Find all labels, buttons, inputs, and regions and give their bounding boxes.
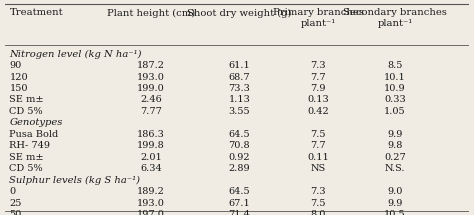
Text: CD 5%: CD 5% — [9, 164, 43, 173]
Text: 73.3: 73.3 — [228, 84, 250, 93]
Text: 9.9: 9.9 — [387, 199, 402, 208]
Text: 1.05: 1.05 — [384, 107, 406, 116]
Text: 0.92: 0.92 — [228, 153, 250, 162]
Text: 0.13: 0.13 — [308, 95, 329, 104]
Text: 7.77: 7.77 — [140, 107, 162, 116]
Text: 64.5: 64.5 — [228, 130, 250, 139]
Text: 2.46: 2.46 — [140, 95, 162, 104]
Text: 10.9: 10.9 — [384, 84, 406, 93]
Text: 199.0: 199.0 — [137, 84, 165, 93]
Text: 0.42: 0.42 — [308, 107, 329, 116]
Text: 71.4: 71.4 — [228, 210, 250, 215]
Text: 197.0: 197.0 — [137, 210, 165, 215]
Text: 187.2: 187.2 — [137, 61, 165, 70]
Text: 189.2: 189.2 — [137, 187, 165, 196]
Text: 10.5: 10.5 — [384, 210, 406, 215]
Text: 7.5: 7.5 — [310, 199, 326, 208]
Text: Genotypes: Genotypes — [9, 118, 63, 127]
Text: 64.5: 64.5 — [228, 187, 250, 196]
Text: 90: 90 — [9, 61, 22, 70]
Text: 6.34: 6.34 — [140, 164, 162, 173]
Text: 193.0: 193.0 — [137, 72, 165, 81]
Text: 0.11: 0.11 — [308, 153, 329, 162]
Text: 7.3: 7.3 — [310, 187, 326, 196]
Text: 7.7: 7.7 — [310, 141, 326, 150]
Text: SE m±: SE m± — [9, 95, 44, 104]
Text: 7.3: 7.3 — [310, 61, 326, 70]
Text: 25: 25 — [9, 199, 22, 208]
Text: 7.9: 7.9 — [310, 84, 326, 93]
Text: 7.7: 7.7 — [310, 72, 326, 81]
Text: 8.5: 8.5 — [387, 61, 402, 70]
Text: 3.55: 3.55 — [228, 107, 250, 116]
Text: 1.13: 1.13 — [228, 95, 250, 104]
Text: CD 5%: CD 5% — [9, 107, 43, 116]
Text: 61.1: 61.1 — [228, 61, 250, 70]
Text: 9.9: 9.9 — [387, 130, 402, 139]
Text: Pusa Bold: Pusa Bold — [9, 130, 59, 139]
Text: 0: 0 — [9, 187, 16, 196]
Text: 9.0: 9.0 — [387, 187, 402, 196]
Text: 70.8: 70.8 — [228, 141, 250, 150]
Text: 9.8: 9.8 — [387, 141, 402, 150]
Text: 186.3: 186.3 — [137, 130, 165, 139]
Text: Sulphur levels (kg S ha⁻¹): Sulphur levels (kg S ha⁻¹) — [9, 176, 140, 185]
Text: 193.0: 193.0 — [137, 199, 165, 208]
Text: 199.8: 199.8 — [137, 141, 165, 150]
Text: Treatment: Treatment — [9, 8, 63, 17]
Text: 0.33: 0.33 — [384, 95, 406, 104]
Text: 68.7: 68.7 — [228, 72, 250, 81]
Text: 2.89: 2.89 — [228, 164, 250, 173]
Text: 120: 120 — [9, 72, 28, 81]
Text: Nitrogen level (kg N ha⁻¹): Nitrogen level (kg N ha⁻¹) — [9, 50, 142, 59]
Text: Primary branches
plant⁻¹: Primary branches plant⁻¹ — [273, 8, 364, 28]
Text: RH- 749: RH- 749 — [9, 141, 50, 150]
Text: 67.1: 67.1 — [228, 199, 250, 208]
Text: N.S.: N.S. — [385, 164, 405, 173]
Text: Plant height (cm): Plant height (cm) — [107, 8, 195, 18]
Text: 0.27: 0.27 — [384, 153, 406, 162]
Text: 2.01: 2.01 — [140, 153, 162, 162]
Text: SE m±: SE m± — [9, 153, 44, 162]
Text: 8.0: 8.0 — [310, 210, 326, 215]
Text: NS: NS — [310, 164, 326, 173]
Text: 7.5: 7.5 — [310, 130, 326, 139]
Text: 10.1: 10.1 — [384, 72, 406, 81]
Text: 50: 50 — [9, 210, 22, 215]
Text: Shoot dry weight (g): Shoot dry weight (g) — [187, 8, 292, 18]
Text: 150: 150 — [9, 84, 28, 93]
Text: Secondary branches
plant⁻¹: Secondary branches plant⁻¹ — [343, 8, 447, 28]
